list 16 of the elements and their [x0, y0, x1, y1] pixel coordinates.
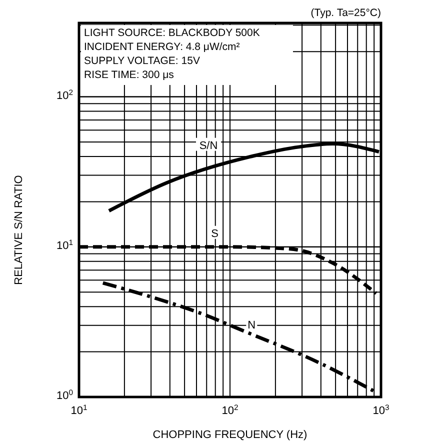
x-tick-label: 10$^{2}$: [222, 402, 238, 417]
series-label: S: [211, 228, 218, 240]
series-label: S/N: [199, 140, 218, 152]
text: (Typ. Ta=25°C): [310, 7, 381, 19]
series-label: N: [248, 319, 256, 332]
y-tick-label: 10$^{2}$: [56, 87, 73, 102]
y-tick-label: 10$^{0}$: [56, 388, 73, 402]
x-tick-label: 10$^{3}$: [372, 402, 390, 417]
annotation: SUPPLY VOLTAGE: 15V: [84, 55, 200, 67]
annotation: RISE TIME: 300 μs: [84, 69, 174, 81]
y-axis-title: RELATIVE S/N RATIO: [13, 174, 25, 285]
annotation: INCIDENT ENERGY: 4.8 μW/cm²: [84, 41, 240, 53]
x-tick-label: 10$^{1}$: [70, 402, 88, 417]
x-axis-title: CHOPPING FREQUENCY (Hz): [152, 429, 308, 441]
annotation: LIGHT SOURCE: BLACKBODY 500K: [84, 27, 260, 39]
y-tick-label: 10$^{1}$: [56, 237, 73, 252]
